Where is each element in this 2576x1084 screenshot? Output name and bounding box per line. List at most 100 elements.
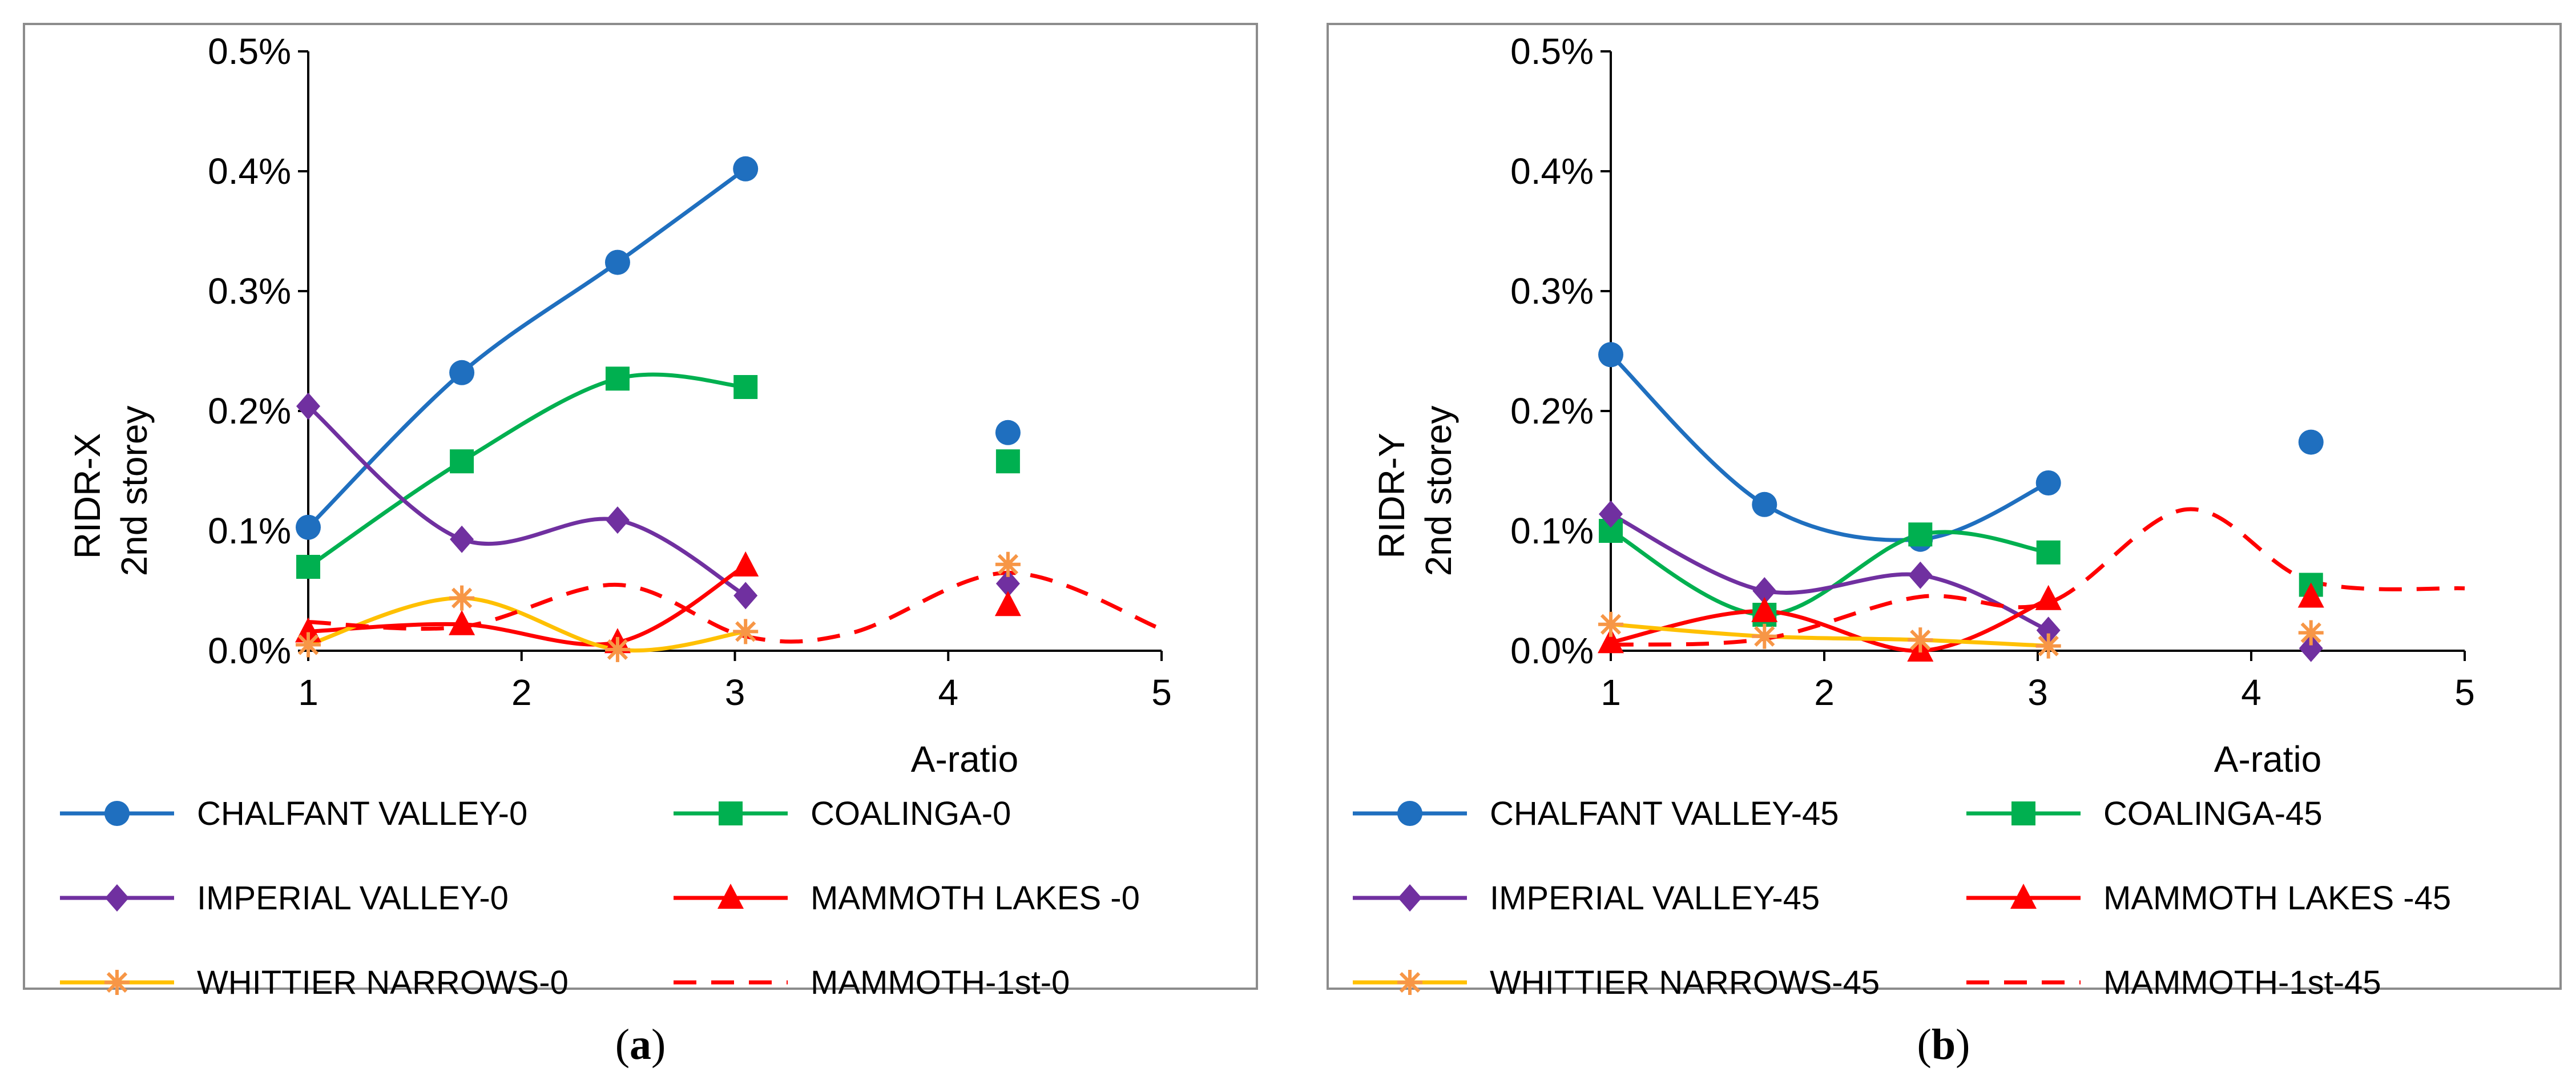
y-tick-label: 0.2% — [1510, 390, 1594, 432]
legend-swatch-marker — [1397, 801, 1422, 826]
x-axis-title-a: A-ratio — [911, 739, 1019, 780]
series-markers-whittier-narrows-45 — [1598, 611, 2324, 659]
legend-entry-coalinga-45: COALINGA-45 — [1966, 795, 2323, 832]
data-point-mammoth-lakes-45 — [1751, 597, 1778, 622]
legend-label: CHALFANT VALLEY-45 — [1490, 795, 1839, 832]
data-point-coalinga-0 — [296, 555, 320, 579]
series-line-imperial-valley-0 — [306, 404, 748, 598]
data-point-chalfant-valley-0 — [604, 249, 630, 275]
data-point-coalinga-0 — [605, 366, 630, 391]
legend-label: COALINGA-0 — [811, 795, 1011, 832]
panel-frame-b — [1327, 23, 2562, 990]
data-point-imperial-valley-45 — [1599, 500, 1623, 528]
chart-panel-a: 0.0% 0.1% 0.2% 0.3% 0.4% 0.5% 1 2 3 4 5 A-ratio RI… — [23, 23, 1258, 1001]
data-point-whittier-narrows-45 — [1752, 623, 1777, 649]
series-markers-chalfant-valley-0 — [296, 156, 1021, 540]
y-tick-label: 0.0% — [208, 630, 291, 671]
data-point-imperial-valley-0 — [733, 582, 758, 610]
series-markers-coalinga-0 — [296, 366, 1020, 579]
data-point-coalinga-0 — [733, 375, 758, 399]
legend-entry-mammoth-lakes-0: MAMMOTH LAKES -0 — [674, 880, 1140, 917]
data-point-whittier-narrows-0 — [733, 619, 759, 644]
caption-b-letter: b — [1932, 1021, 1956, 1069]
legend-label: COALINGA-45 — [2103, 795, 2323, 832]
data-point-chalfant-valley-45 — [2035, 470, 2061, 495]
legend-swatch-marker — [105, 884, 129, 912]
y-tick-label: 0.1% — [1510, 510, 1594, 551]
legend-label: WHITTIER NARROWS-0 — [197, 964, 569, 1001]
legend-entry-chalfant-valley-45: CHALFANT VALLEY-45 — [1353, 795, 1839, 832]
data-point-imperial-valley-0 — [605, 506, 630, 534]
legend-label: WHITTIER NARROWS-45 — [1490, 964, 1880, 1001]
legend-entry-mammoth-1st-45: MAMMOTH-1st-45 — [1966, 964, 2381, 1001]
legend-label: CHALFANT VALLEY-0 — [197, 795, 527, 832]
x-tick-label: 4 — [2241, 672, 2261, 713]
data-point-imperial-valley-45 — [1752, 577, 1777, 605]
y-tick-label: 0.4% — [1510, 151, 1594, 192]
data-point-whittier-narrows-0 — [296, 632, 321, 658]
y-axis-title-line1-a: RIDR-X — [67, 433, 108, 559]
plot-area-a: 0.0% 0.1% 0.2% 0.3% 0.4% 0.5% 1 2 3 4 5 — [208, 31, 1172, 713]
legend-label: MAMMOTH-1st-0 — [811, 964, 1070, 1001]
legend-b: CHALFANT VALLEY-45 COALINGA-45 IMPERIAL VA… — [1353, 795, 2451, 1001]
x-tick-label: 4 — [938, 672, 958, 713]
y-tick-label: 0.3% — [208, 271, 291, 312]
legend-label: IMPERIAL VALLEY-45 — [1490, 880, 1820, 917]
series-markers-imperial-valley-0 — [296, 392, 1020, 610]
data-point-whittier-narrows-45 — [1598, 611, 1623, 637]
data-point-whittier-narrows-0 — [995, 551, 1021, 577]
chart-panel-b: 0.0% 0.1% 0.2% 0.3% 0.4% 0.5% 1 2 3 4 5 A-ratio RI… — [1327, 23, 2562, 1001]
data-point-imperial-valley-0 — [296, 392, 320, 420]
data-point-chalfant-valley-45 — [1752, 491, 1777, 517]
caption-a-letter: a — [630, 1021, 651, 1069]
data-point-imperial-valley-45 — [2036, 616, 2061, 644]
data-point-mammoth-lakes-45 — [2035, 585, 2062, 610]
data-point-imperial-valley-45 — [2299, 634, 2323, 662]
y-tick-label: 0.1% — [208, 510, 291, 551]
x-tick-label: 2 — [1814, 672, 1835, 713]
data-point-imperial-valley-45 — [1908, 561, 1933, 589]
series-line-whittier-narrows-45 — [1609, 622, 2051, 648]
x-tick-label: 1 — [298, 672, 319, 713]
legend-swatch-marker — [2011, 801, 2035, 825]
legend-a: CHALFANT VALLEY-0 COALINGA-0 IMPERIAL VALL… — [60, 795, 1140, 1001]
legend-swatch-marker — [104, 801, 130, 826]
series-line-coalinga-0 — [306, 372, 748, 569]
x-tick-label: 5 — [1151, 672, 1172, 713]
legend-label: MAMMOTH LAKES -45 — [2103, 880, 2451, 917]
series-markers-imperial-valley-45 — [1599, 500, 2323, 662]
y-axis-title-line2-a: 2nd storey — [114, 406, 155, 577]
data-point-chalfant-valley-0 — [449, 360, 475, 385]
plot-area-b: 0.0% 0.1% 0.2% 0.3% 0.4% 0.5% 1 2 3 4 5 — [1510, 31, 2475, 713]
legend-swatch-marker — [719, 801, 743, 825]
x-tick-label: 5 — [2454, 672, 2475, 713]
legend-swatch-marker — [717, 884, 744, 909]
data-point-coalinga-0 — [995, 449, 1020, 474]
series-line-imperial-valley-45 — [1609, 512, 2051, 632]
y-axis-title-line1-b: RIDR-Y — [1371, 433, 1412, 559]
data-point-chalfant-valley-0 — [995, 420, 1021, 445]
legend-entry-mammoth-lakes-45: MAMMOTH LAKES -45 — [1966, 880, 2451, 917]
legend-swatch-marker — [1398, 884, 1422, 912]
series-markers-coalinga-45 — [1599, 519, 2323, 627]
data-point-chalfant-valley-45 — [1598, 342, 1623, 368]
x-tick-label: 2 — [511, 672, 532, 713]
data-point-whittier-narrows-45 — [2298, 620, 2324, 646]
data-point-mammoth-lakes-0 — [732, 551, 759, 577]
x-axis-title-b: A-ratio — [2214, 739, 2322, 780]
legend-entry-mammoth-1st-0: MAMMOTH-1st-0 — [674, 964, 1070, 1001]
legend-label: IMPERIAL VALLEY-0 — [197, 880, 509, 917]
y-tick-label: 0.0% — [1510, 630, 1594, 671]
y-tick-label: 0.5% — [1510, 31, 1594, 72]
y-axis-title-b: RIDR-Y 2nd storey — [1371, 406, 1459, 577]
legend-entry-whittier-narrows-0: WHITTIER NARROWS-0 — [60, 964, 569, 1001]
series-line-chalfant-valley-45 — [1609, 352, 2051, 542]
data-point-mammoth-lakes-45 — [2297, 582, 2324, 608]
data-point-mammoth-lakes-0 — [994, 591, 1021, 616]
series-markers-whittier-narrows-0 — [296, 551, 1021, 662]
series-line-chalfant-valley-0 — [306, 167, 748, 530]
legend-entry-imperial-valley-0: IMPERIAL VALLEY-0 — [60, 880, 509, 917]
legend-label: MAMMOTH LAKES -0 — [811, 880, 1140, 917]
legend-swatch-marker — [1397, 970, 1422, 995]
